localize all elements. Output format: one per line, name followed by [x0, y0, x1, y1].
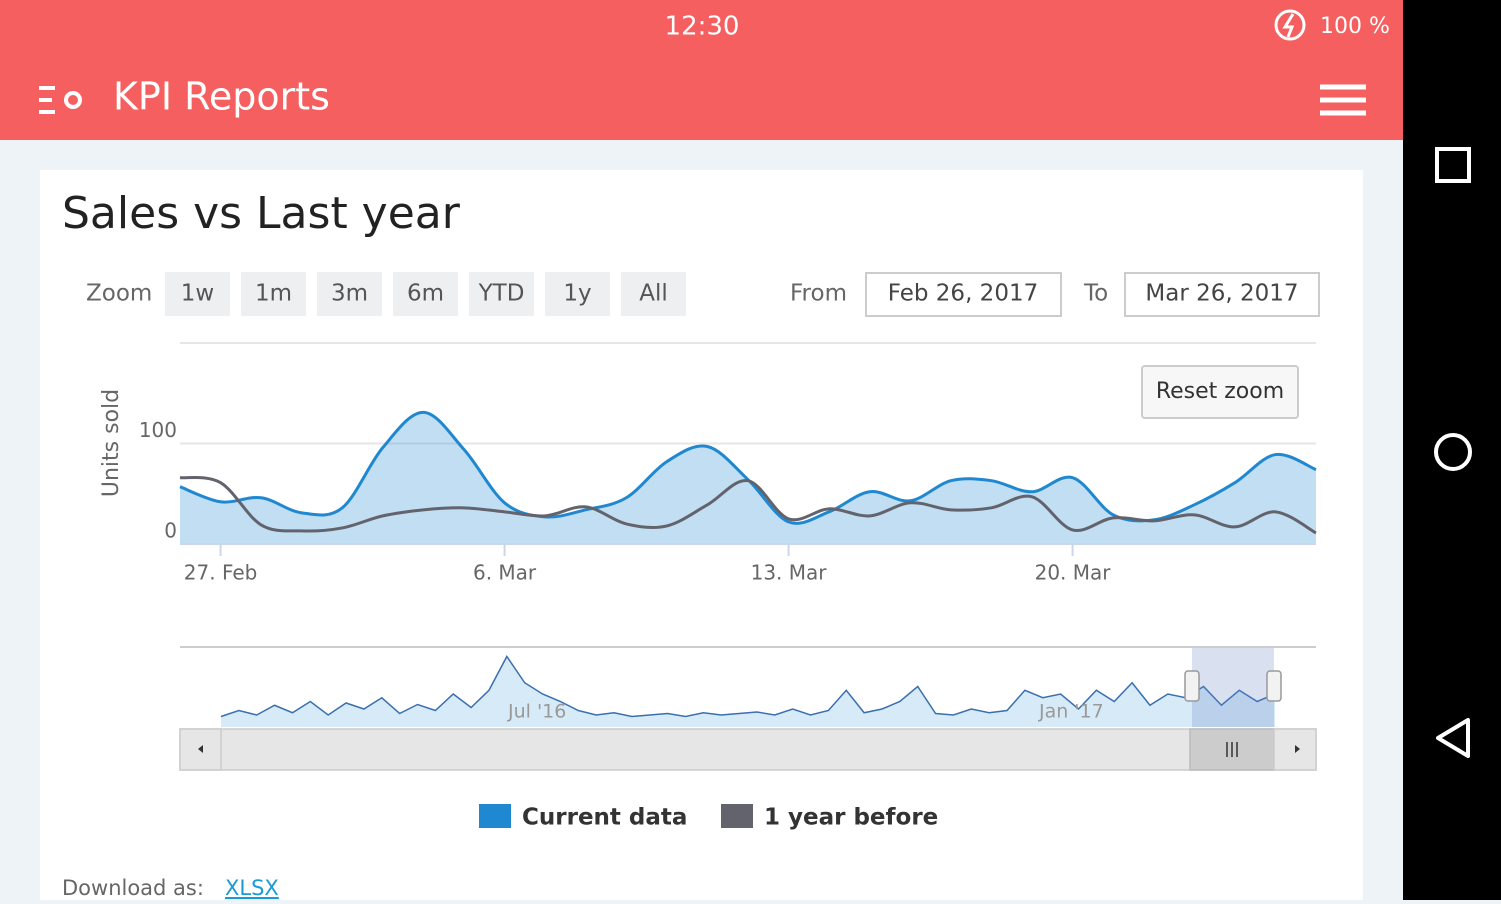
zoom-button[interactable]	[165, 272, 230, 316]
x-tick-label: 27. Feb	[184, 561, 258, 585]
zoom-button-text: 6m	[407, 281, 444, 307]
status-time: 12:30	[665, 12, 740, 42]
scroll-arrow-right	[1295, 745, 1300, 753]
zoom-button[interactable]	[621, 272, 686, 316]
zoom-button[interactable]	[393, 272, 458, 316]
navigator-handle[interactable]	[1266, 670, 1282, 702]
navigator: Jul '16 Jan '17	[179, 646, 1317, 771]
zoom-button[interactable]	[545, 272, 610, 316]
navigator-tick-label: Jul '16	[507, 701, 566, 723]
navigator-selection	[1192, 648, 1274, 727]
battery-level: 100 %	[1320, 14, 1390, 39]
x-tick-label: 13. Mar	[751, 561, 828, 585]
legend-label[interactable]: 1 year before	[764, 805, 938, 831]
download-link[interactable]: XLSX	[225, 876, 279, 900]
nav-bar	[1403, 0, 1501, 900]
to-label: To	[1083, 281, 1108, 307]
home-button[interactable]	[1434, 433, 1472, 471]
battery-icon	[1274, 9, 1306, 41]
zoom-button[interactable]	[469, 272, 534, 316]
legend-swatch[interactable]	[721, 804, 753, 828]
settings-icon[interactable]	[39, 86, 82, 114]
zoom-button-text: 1m	[255, 281, 292, 307]
zoom-button-text: 3m	[331, 281, 368, 307]
from-date: Feb 26, 2017	[888, 281, 1038, 307]
reset-zoom-text: Reset zoom	[1156, 379, 1284, 404]
zoom-label: Zoom	[86, 281, 152, 307]
from-label: From	[790, 281, 847, 307]
back-button[interactable]	[1436, 718, 1470, 758]
app-title: KPI Reports	[113, 75, 330, 119]
chart-title: Sales vs Last year	[62, 188, 461, 239]
navigator-area	[221, 656, 1275, 727]
legend-label[interactable]: Current data	[522, 805, 687, 831]
area	[180, 412, 1316, 544]
navigator-line	[220, 655, 1276, 718]
y-tick-label: 100	[139, 418, 177, 442]
zoom-button-text: 1y	[563, 281, 591, 307]
y-axis-label: Units sold	[99, 389, 124, 497]
plot: 0 100 27. Feb 6. Mar 13. Mar 20. Mar	[139, 410, 1317, 585]
download-label: Download as:	[62, 876, 204, 900]
y-tick-label: 0	[164, 519, 177, 543]
to-date: Mar 26, 2017	[1145, 281, 1298, 307]
navigator-tick-label: Jan '17	[1038, 701, 1104, 723]
zoom-button-text: 1w	[181, 281, 214, 307]
menu-button[interactable]	[1320, 84, 1366, 116]
scroll-arrow-left	[198, 745, 203, 753]
to-input[interactable]	[1124, 272, 1320, 317]
zoom-button[interactable]	[317, 272, 382, 316]
x-tick-label: 6. Mar	[473, 561, 537, 585]
zoom-button-text: All	[639, 281, 668, 307]
recents-button[interactable]	[1435, 147, 1471, 183]
scrollbar-track	[179, 728, 1317, 771]
legend: Current data 1 year before	[479, 804, 938, 831]
from-input[interactable]	[865, 272, 1062, 317]
line	[179, 476, 1317, 535]
reset-zoom-button[interactable]	[1141, 365, 1299, 419]
x-tick-label: 20. Mar	[1035, 561, 1112, 585]
app-header	[0, 0, 1403, 140]
legend-swatch[interactable]	[479, 804, 511, 828]
navigator-handle[interactable]	[1184, 670, 1200, 702]
zoom-button-text: YTD	[478, 281, 525, 307]
zoom-button[interactable]	[241, 272, 306, 316]
